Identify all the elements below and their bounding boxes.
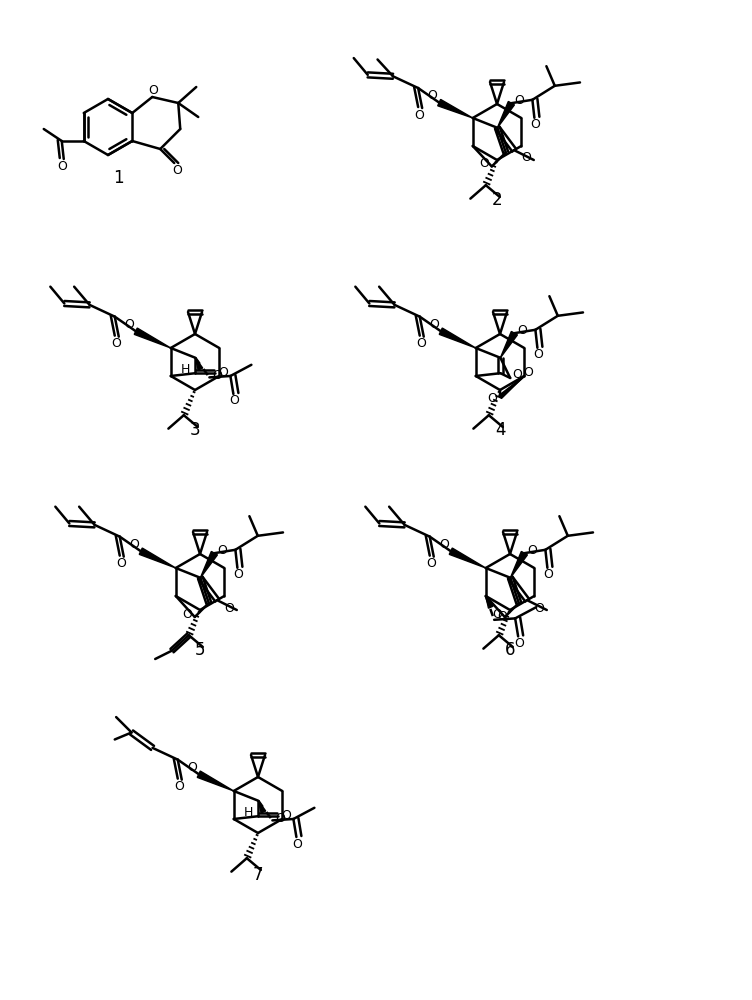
Text: O: O — [414, 109, 424, 122]
Text: 1: 1 — [113, 169, 123, 187]
Polygon shape — [497, 101, 514, 128]
Text: 2: 2 — [492, 191, 502, 209]
Text: O: O — [111, 337, 120, 350]
Text: O: O — [527, 544, 538, 557]
Polygon shape — [449, 548, 486, 568]
Polygon shape — [139, 548, 176, 568]
Text: O: O — [512, 368, 522, 381]
Text: O: O — [497, 610, 507, 623]
Text: O: O — [514, 637, 524, 650]
Polygon shape — [439, 328, 476, 348]
Text: 3: 3 — [190, 421, 200, 439]
Text: O: O — [186, 761, 197, 774]
Polygon shape — [486, 596, 493, 608]
Polygon shape — [197, 771, 234, 791]
Polygon shape — [259, 801, 265, 813]
Polygon shape — [135, 328, 171, 348]
Text: O: O — [534, 601, 544, 614]
Text: O: O — [148, 84, 158, 97]
Polygon shape — [511, 551, 527, 578]
Polygon shape — [196, 358, 203, 370]
Text: O: O — [218, 366, 229, 379]
Text: 7: 7 — [253, 866, 263, 884]
Text: O: O — [429, 318, 438, 331]
Text: O: O — [124, 318, 134, 331]
Text: O: O — [514, 94, 524, 107]
Text: O: O — [293, 838, 302, 850]
Text: O: O — [426, 557, 435, 570]
Text: O: O — [439, 538, 449, 551]
Text: 4: 4 — [495, 421, 505, 439]
Text: O: O — [523, 366, 533, 379]
Text: O: O — [233, 568, 244, 581]
Text: O: O — [217, 544, 227, 557]
Text: O: O — [521, 151, 531, 164]
Text: H: H — [244, 806, 253, 819]
Text: O: O — [174, 780, 183, 793]
Text: O: O — [275, 812, 285, 825]
Text: O: O — [492, 607, 502, 620]
Text: O: O — [229, 394, 239, 408]
Text: O: O — [479, 157, 489, 170]
Text: O: O — [213, 369, 223, 382]
Polygon shape — [499, 376, 524, 399]
Text: O: O — [533, 348, 544, 361]
Polygon shape — [200, 551, 217, 578]
Text: O: O — [224, 601, 234, 614]
Text: O: O — [487, 392, 497, 406]
Text: 6: 6 — [505, 641, 515, 659]
Text: O: O — [281, 809, 291, 822]
Text: 5: 5 — [195, 641, 205, 659]
Polygon shape — [438, 99, 473, 118]
Text: O: O — [182, 607, 192, 620]
Text: H: H — [180, 363, 190, 376]
Text: O: O — [172, 164, 182, 178]
Text: O: O — [57, 159, 67, 172]
Text: O: O — [416, 337, 426, 350]
Text: O: O — [544, 568, 553, 581]
Text: O: O — [427, 89, 437, 102]
Polygon shape — [500, 331, 517, 358]
Text: O: O — [129, 538, 138, 551]
Text: O: O — [517, 324, 527, 337]
Text: O: O — [530, 118, 541, 131]
Text: O: O — [116, 557, 126, 570]
